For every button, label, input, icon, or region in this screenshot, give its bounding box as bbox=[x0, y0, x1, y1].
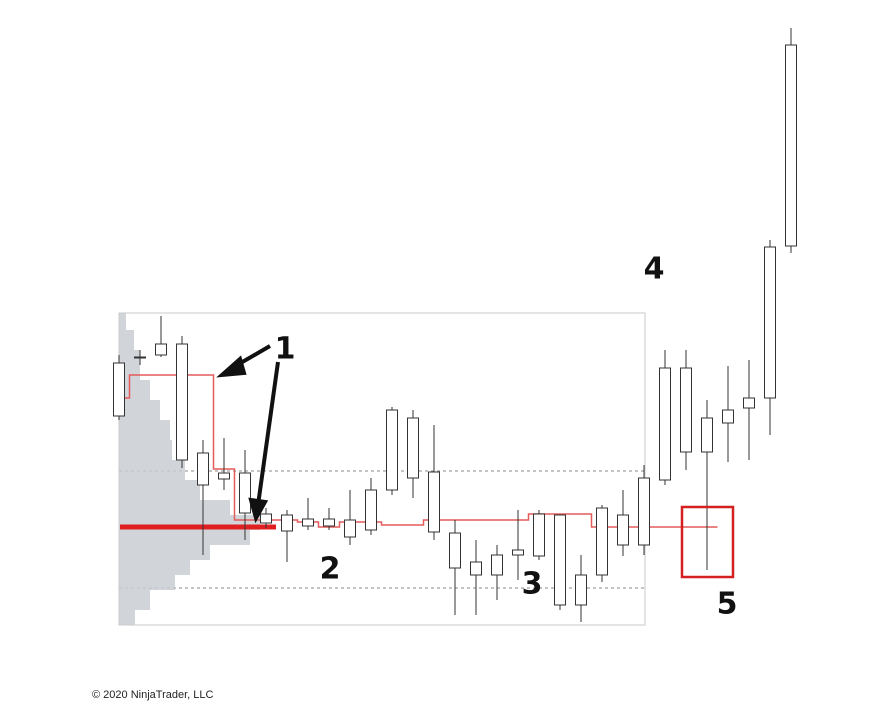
candle-body bbox=[239, 472, 251, 514]
candle-body bbox=[155, 343, 167, 356]
annotation: 1 bbox=[275, 332, 296, 367]
candle-body bbox=[680, 367, 692, 453]
poc-line bbox=[118, 374, 718, 528]
candle-body bbox=[365, 489, 377, 531]
candle-body bbox=[491, 554, 503, 576]
candle-body bbox=[617, 514, 629, 546]
annotation: 4 bbox=[644, 252, 665, 287]
candle-body bbox=[428, 471, 440, 533]
candle-body bbox=[701, 417, 713, 453]
candle-body bbox=[218, 472, 230, 480]
candles bbox=[113, 28, 797, 622]
arrow-head bbox=[216, 355, 247, 378]
candle-body bbox=[176, 343, 188, 461]
candle-body bbox=[386, 409, 398, 491]
volume-profile bbox=[119, 313, 260, 625]
candle-body bbox=[764, 246, 776, 399]
candle-body bbox=[344, 519, 356, 538]
candle-body bbox=[323, 518, 335, 527]
candle-body bbox=[260, 513, 272, 524]
arrow-head bbox=[248, 497, 269, 524]
candle-body bbox=[575, 574, 587, 606]
annotation: 3 bbox=[522, 567, 543, 602]
candle-body bbox=[722, 409, 734, 424]
annotation: 2 bbox=[320, 552, 341, 587]
candle-body bbox=[596, 507, 608, 576]
copyright: © 2020 NinjaTrader, LLC bbox=[92, 689, 213, 701]
candle-body bbox=[197, 452, 209, 486]
candle-body bbox=[407, 417, 419, 479]
candle-body bbox=[512, 549, 524, 556]
candle-body bbox=[449, 532, 461, 569]
candle-body bbox=[470, 561, 482, 576]
candle-body bbox=[134, 356, 146, 359]
arrow bbox=[256, 361, 280, 506]
highlight-box bbox=[680, 505, 735, 579]
annotation: 5 bbox=[717, 587, 738, 622]
candle-body bbox=[113, 362, 125, 417]
candle-body bbox=[302, 518, 314, 527]
candle-body bbox=[638, 477, 650, 546]
candle-body bbox=[743, 397, 755, 409]
candle-body bbox=[533, 513, 545, 557]
candle-body bbox=[554, 514, 566, 606]
candle-body bbox=[659, 367, 671, 481]
candle-body bbox=[281, 514, 293, 532]
arrows bbox=[216, 344, 280, 524]
candle-body bbox=[785, 44, 797, 247]
